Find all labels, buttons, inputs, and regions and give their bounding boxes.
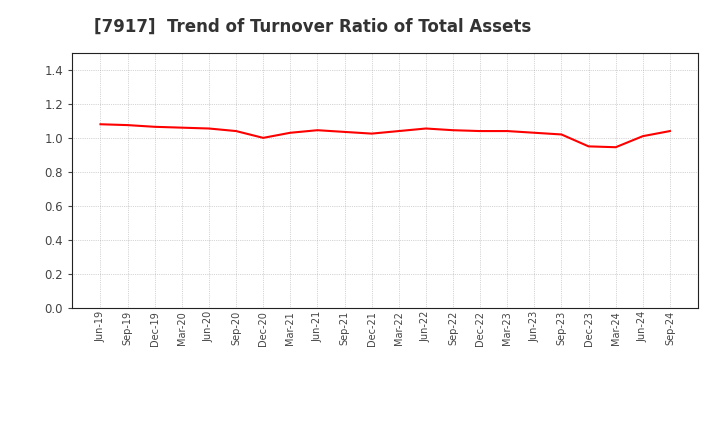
Text: [7917]  Trend of Turnover Ratio of Total Assets: [7917] Trend of Turnover Ratio of Total … [94,18,531,36]
